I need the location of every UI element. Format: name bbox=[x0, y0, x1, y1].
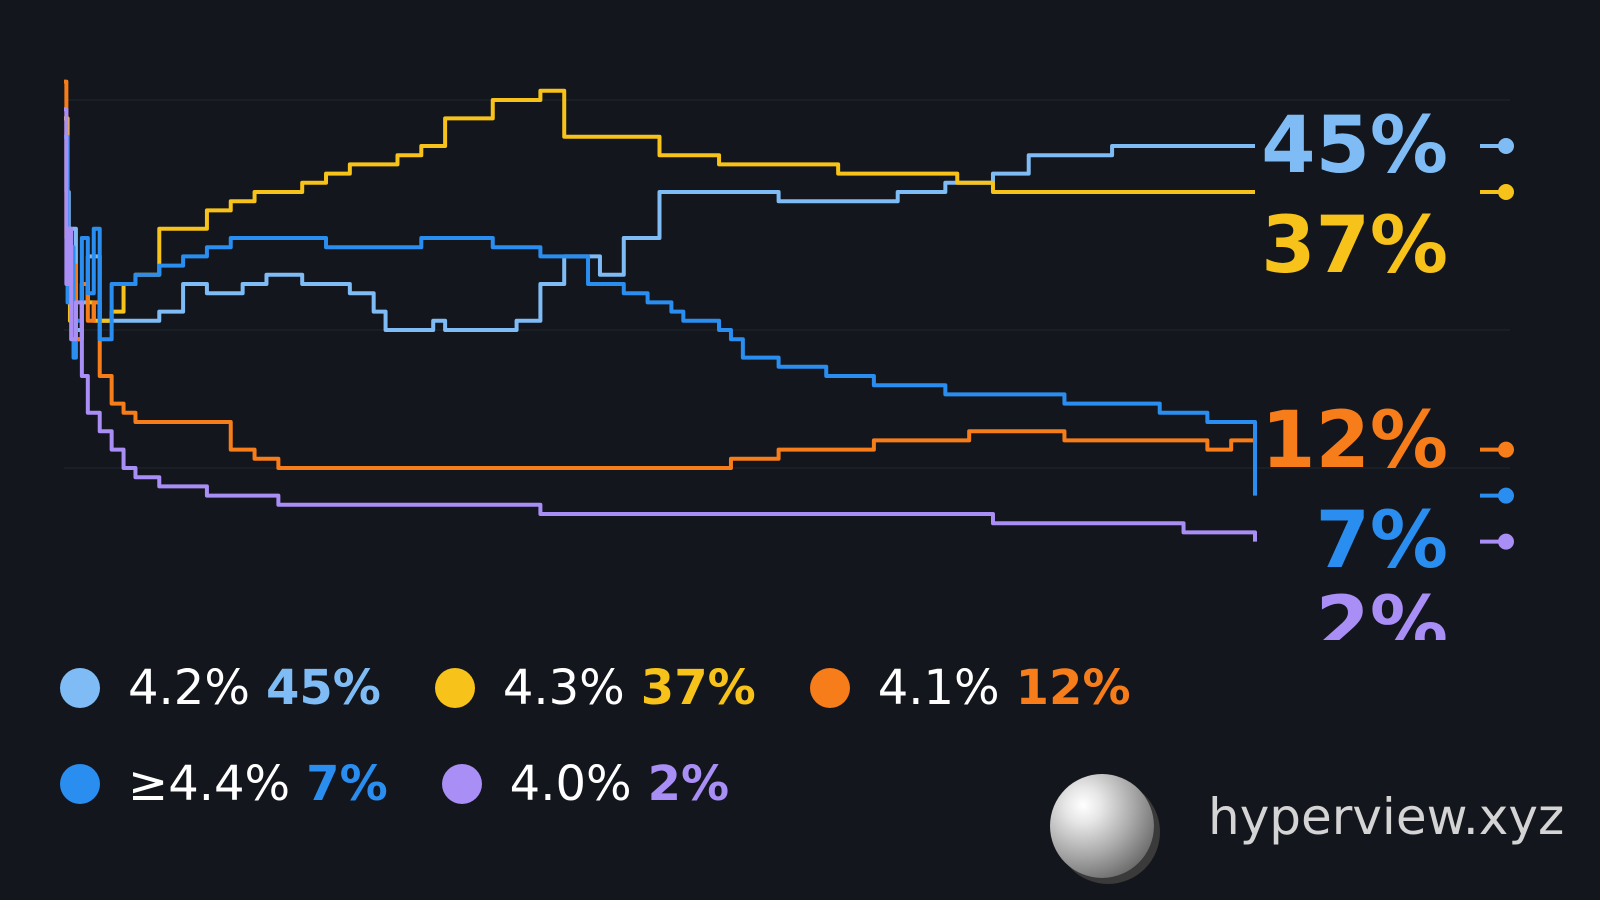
series-line-3 bbox=[64, 134, 1257, 496]
chart-series-lines bbox=[64, 79, 1257, 542]
legend-value: 2% bbox=[647, 756, 730, 812]
chart-legend: 4.2% 45% 4.3% 37% 4.1% 12% ≥4.4% 7% 4.0%… bbox=[60, 640, 1240, 832]
series-end-dot-4 bbox=[1498, 533, 1514, 550]
legend-item-4-3[interactable]: 4.3% 37% bbox=[434, 660, 756, 716]
series-line-4 bbox=[64, 107, 1257, 542]
legend-dot-icon bbox=[434, 668, 475, 708]
legend-item-4-2[interactable]: 4.2% 45% bbox=[60, 660, 381, 716]
series-end-dot-3 bbox=[1498, 487, 1514, 504]
brand-watermark: hyperview.xyz bbox=[1050, 770, 1570, 880]
brand-text: hyperview.xyz bbox=[1208, 788, 1565, 846]
legend-dot-icon bbox=[809, 668, 850, 708]
legend-row-1: 4.2% 45% 4.3% 37% 4.1% 12% bbox=[60, 640, 1240, 736]
end-label-3: 7% bbox=[1316, 496, 1448, 586]
end-label-4: 2% bbox=[1316, 581, 1448, 640]
legend-row-2: ≥4.4% 7% 4.0% 2% bbox=[60, 736, 1240, 832]
pearl-sphere-icon bbox=[1050, 774, 1154, 878]
legend-value: 37% bbox=[640, 660, 756, 716]
legend-label: 4.3% bbox=[502, 660, 625, 716]
end-label-0: 45% bbox=[1261, 101, 1448, 191]
legend-value: 7% bbox=[306, 756, 388, 812]
odds-line-chart: 45% 37% 12% 7%2% bbox=[64, 79, 1514, 640]
end-label-2: 12% bbox=[1261, 396, 1448, 486]
series-end-dot-2 bbox=[1498, 441, 1514, 458]
series-end-dot-0 bbox=[1498, 138, 1514, 154]
legend-dot-icon bbox=[60, 764, 100, 804]
legend-label: 4.1% bbox=[877, 660, 1000, 716]
legend-value: 45% bbox=[265, 660, 381, 716]
legend-dot-icon bbox=[441, 764, 482, 804]
end-label-1: 37% bbox=[1261, 201, 1448, 291]
legend-item-4-1[interactable]: 4.1% 12% bbox=[809, 660, 1131, 716]
legend-item-4-0[interactable]: 4.0% 2% bbox=[441, 756, 730, 812]
legend-label: ≥4.4% bbox=[128, 756, 291, 812]
chart-end-markers bbox=[1480, 138, 1514, 550]
series-line-2 bbox=[64, 79, 1257, 470]
legend-label: 4.0% bbox=[509, 756, 632, 812]
legend-dot-icon bbox=[60, 668, 100, 708]
chart-end-labels: 45% 37% 12% 7%2% bbox=[1261, 101, 1448, 640]
legend-label: 4.2% bbox=[128, 660, 250, 716]
legend-item-4-4-plus[interactable]: ≥4.4% 7% bbox=[60, 756, 388, 812]
series-end-dot-1 bbox=[1498, 184, 1514, 200]
legend-value: 12% bbox=[1015, 660, 1131, 716]
